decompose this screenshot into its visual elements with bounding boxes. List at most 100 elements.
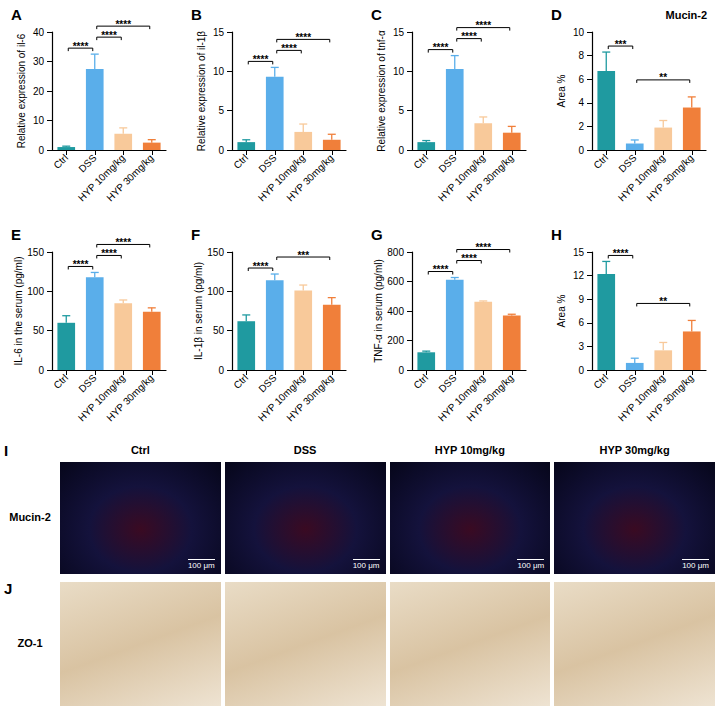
svg-text:9: 9 [578, 294, 584, 305]
svg-text:E: E [11, 226, 21, 243]
svg-text:****: **** [433, 42, 449, 53]
svg-text:B: B [191, 6, 202, 23]
svg-text:30: 30 [33, 56, 45, 67]
svg-text:Ctrl: Ctrl [411, 152, 430, 171]
svg-text:****: **** [73, 41, 89, 52]
svg-text:****: **** [115, 19, 131, 30]
svg-text:HYP 30mg/kg: HYP 30mg/kg [284, 152, 335, 203]
svg-text:Relative expression of tnf-α: Relative expression of tnf-α [376, 30, 387, 152]
svg-text:10: 10 [213, 66, 225, 77]
svg-text:DSS: DSS [616, 372, 639, 395]
svg-text:DSS: DSS [436, 372, 459, 395]
svg-text:10: 10 [33, 115, 45, 126]
svg-text:***: *** [615, 39, 627, 50]
svg-text:****: **** [281, 43, 297, 54]
svg-text:Ctrl: Ctrl [231, 152, 250, 171]
svg-text:HYP 30mg/kg: HYP 30mg/kg [644, 152, 695, 203]
svg-text:**: ** [659, 72, 667, 83]
svg-text:DSS: DSS [616, 152, 639, 175]
svg-text:4: 4 [578, 97, 584, 108]
svg-text:5: 5 [218, 105, 224, 116]
svg-text:**: ** [659, 296, 667, 307]
svg-text:DSS: DSS [256, 372, 279, 395]
svg-text:TNF-α in serum (pg/ml): TNF-α in serum (pg/ml) [373, 259, 384, 363]
svg-text:HYP 30mg/kg: HYP 30mg/kg [644, 372, 695, 423]
svg-text:HYP 30mg/kg: HYP 30mg/kg [284, 372, 335, 423]
svg-text:****: **** [295, 32, 311, 43]
svg-text:10: 10 [393, 66, 405, 77]
svg-text:400: 400 [387, 306, 404, 317]
svg-text:HYP 30mg/kg: HYP 30mg/kg [104, 152, 155, 203]
svg-text:0: 0 [38, 145, 44, 156]
svg-text:Area %: Area % [556, 74, 567, 107]
svg-text:IL-1β in serum (pg/ml): IL-1β in serum (pg/ml) [193, 262, 204, 360]
svg-text:Ctrl: Ctrl [51, 372, 70, 391]
svg-text:Area %: Area % [556, 294, 567, 327]
svg-text:8: 8 [578, 50, 584, 61]
svg-text:40: 40 [33, 27, 45, 38]
svg-text:DSS: DSS [76, 372, 99, 395]
svg-text:200: 200 [387, 335, 404, 346]
svg-text:F: F [191, 226, 200, 243]
svg-text:HYP 30mg/kg: HYP 30mg/kg [104, 372, 155, 423]
svg-text:6: 6 [578, 317, 584, 328]
svg-text:Ctrl: Ctrl [231, 372, 250, 391]
svg-text:****: **** [475, 242, 491, 253]
svg-text:0: 0 [218, 145, 224, 156]
svg-text:0: 0 [578, 145, 584, 156]
svg-text:2: 2 [578, 121, 584, 132]
svg-text:Ctrl: Ctrl [411, 372, 430, 391]
svg-text:D: D [551, 6, 562, 23]
svg-text:50: 50 [33, 325, 45, 336]
svg-text:****: **** [73, 259, 89, 270]
svg-text:****: **** [475, 20, 491, 31]
svg-text:6: 6 [578, 74, 584, 85]
svg-text:****: **** [461, 31, 477, 42]
svg-text:150: 150 [207, 247, 224, 258]
svg-text:****: **** [101, 30, 117, 41]
svg-text:DSS: DSS [436, 152, 459, 175]
svg-text:5: 5 [398, 105, 404, 116]
svg-text:0: 0 [578, 365, 584, 376]
svg-text:DSS: DSS [256, 152, 279, 175]
svg-text:0: 0 [218, 365, 224, 376]
svg-text:Ctrl: Ctrl [591, 152, 610, 171]
svg-text:A: A [11, 6, 22, 23]
svg-text:600: 600 [387, 276, 404, 287]
svg-text:Relative expression of il-1β: Relative expression of il-1β [196, 31, 207, 151]
svg-text:C: C [371, 6, 382, 23]
svg-text:100: 100 [27, 286, 44, 297]
svg-text:HYP 30mg/kg: HYP 30mg/kg [464, 372, 515, 423]
svg-text:0: 0 [398, 365, 404, 376]
svg-text:Ctrl: Ctrl [591, 372, 610, 391]
svg-text:0: 0 [38, 365, 44, 376]
svg-text:IL-6 in the serum (pg/ml): IL-6 in the serum (pg/ml) [13, 257, 24, 366]
svg-text:50: 50 [213, 325, 225, 336]
svg-text:****: **** [253, 54, 269, 65]
svg-text:20: 20 [33, 86, 45, 97]
svg-text:15: 15 [573, 247, 585, 258]
svg-text:G: G [371, 226, 383, 243]
svg-text:Ctrl: Ctrl [51, 152, 70, 171]
svg-text:15: 15 [393, 27, 405, 38]
svg-text:H: H [551, 226, 562, 243]
svg-text:10: 10 [573, 27, 585, 38]
svg-text:****: **** [115, 237, 131, 248]
svg-text:Mucin-2: Mucin-2 [666, 9, 708, 21]
svg-text:****: **** [433, 264, 449, 275]
svg-text:DSS: DSS [76, 152, 99, 175]
svg-text:800: 800 [387, 247, 404, 258]
svg-text:****: **** [101, 248, 117, 259]
svg-text:12: 12 [573, 270, 585, 281]
svg-text:Relative expression of il-6: Relative expression of il-6 [16, 33, 27, 148]
svg-text:****: **** [253, 261, 269, 272]
svg-text:3: 3 [578, 341, 584, 352]
svg-text:0: 0 [398, 145, 404, 156]
svg-text:HYP 30mg/kg: HYP 30mg/kg [464, 152, 515, 203]
svg-text:100: 100 [207, 286, 224, 297]
svg-text:***: *** [297, 250, 309, 261]
svg-text:****: **** [461, 253, 477, 264]
svg-text:****: **** [613, 248, 629, 259]
svg-text:150: 150 [27, 247, 44, 258]
svg-text:15: 15 [213, 27, 225, 38]
